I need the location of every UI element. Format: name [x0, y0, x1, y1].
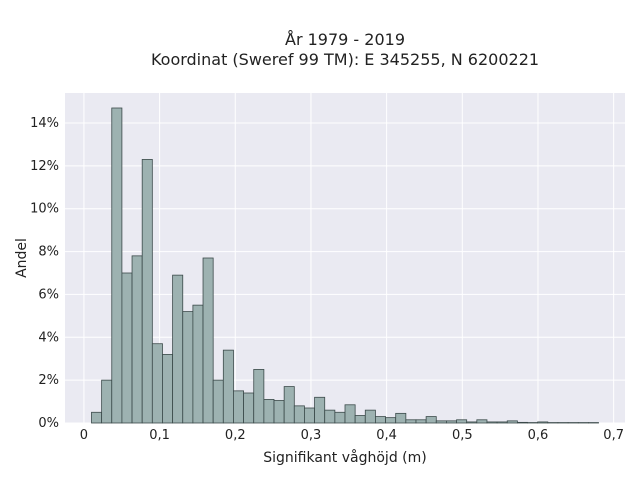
histogram-bar	[516, 421, 528, 424]
histogram-bar	[364, 409, 376, 424]
y-tick-label: 2%	[38, 373, 59, 388]
histogram-bar	[111, 107, 123, 424]
x-axis-label: Signifikant våghöjd (m)	[263, 449, 426, 466]
y-tick-label: 0%	[38, 416, 59, 431]
histogram-bar	[496, 421, 508, 424]
histogram-bar	[283, 386, 295, 424]
histogram-bar	[101, 379, 113, 424]
histogram-bar	[151, 343, 163, 424]
histogram-bar	[243, 392, 255, 424]
histogram-bar	[486, 421, 498, 424]
y-tick-label: 8%	[38, 245, 59, 260]
histogram-bar	[91, 411, 103, 424]
histogram-bar	[385, 417, 397, 424]
histogram-bar	[253, 369, 265, 424]
x-tick-label: 0,6	[528, 428, 549, 443]
histogram-bar	[395, 412, 407, 424]
histogram-bar	[192, 304, 204, 424]
histogram-bar	[121, 272, 133, 424]
histogram-bar	[162, 354, 174, 424]
histogram-bar	[435, 420, 447, 424]
histogram-bar	[172, 274, 184, 424]
histogram-bar	[415, 419, 427, 424]
histogram-bar	[506, 420, 518, 424]
histogram-bar	[233, 390, 244, 424]
histogram-bar	[212, 379, 224, 424]
histogram-bar	[273, 400, 285, 424]
histogram-bar	[182, 311, 194, 424]
histogram-bar	[537, 421, 549, 424]
y-axis-label: Andel	[14, 238, 30, 278]
y-tick-label: 14%	[30, 116, 59, 131]
histogram-bar	[476, 419, 488, 424]
chart-title-line-2: Koordinat (Sweref 99 TM): E 345255, N 62…	[150, 50, 540, 69]
histogram-bar	[131, 255, 143, 424]
histogram-bar	[425, 416, 437, 424]
histogram-bar	[456, 419, 468, 424]
histogram-bar	[314, 396, 326, 424]
x-tick-label: 0,3	[301, 428, 322, 443]
histogram-bar	[354, 415, 366, 424]
y-tick-label: 12%	[30, 159, 59, 174]
histogram-bar	[405, 419, 417, 424]
histogram-bar	[304, 407, 315, 424]
histogram-bar	[334, 411, 346, 424]
x-tick-label: 0,2	[225, 428, 246, 443]
histogram-bar	[344, 404, 356, 424]
histogram-bar	[141, 159, 153, 424]
x-tick-label: 0,7	[603, 428, 624, 443]
x-tick-label: 0,4	[376, 428, 397, 443]
histogram-bar	[293, 405, 305, 424]
x-tick-label: 0	[80, 428, 88, 443]
histogram-bar	[202, 257, 214, 424]
chart-title: År 1979 - 2019 Koordinat (Sweref 99 TM):…	[0, 30, 640, 70]
histogram-bar	[375, 416, 386, 424]
chart-title-line-1: År 1979 - 2019	[285, 30, 405, 49]
histogram-bar	[324, 409, 336, 424]
x-tick-label: 0,5	[452, 428, 473, 443]
histogram-bar	[263, 399, 275, 424]
x-tick-label: 0,1	[149, 428, 170, 443]
histogram-bar	[466, 421, 478, 424]
y-tick-label: 10%	[30, 202, 59, 217]
y-tick-label: 4%	[38, 330, 59, 345]
histogram-bar	[222, 349, 234, 424]
y-tick-label: 6%	[38, 287, 59, 302]
histogram-bar	[446, 420, 457, 424]
